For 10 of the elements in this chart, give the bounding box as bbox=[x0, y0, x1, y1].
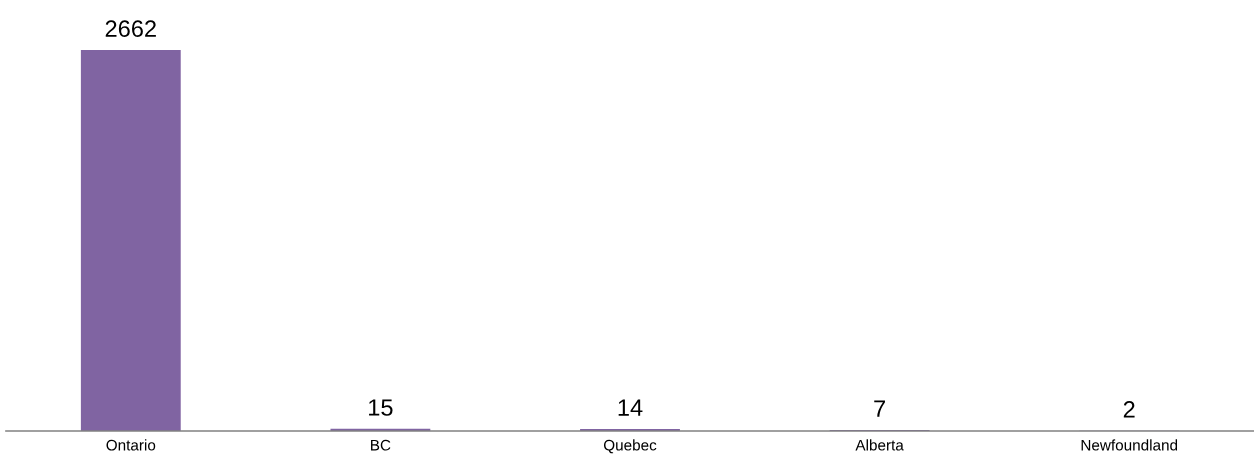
data-label: 2662 bbox=[105, 20, 156, 37]
x-tick-label: Newfoundland bbox=[1081, 439, 1178, 451]
x-tick-label: Alberta bbox=[855, 439, 904, 451]
x-tick-label: Quebec bbox=[603, 439, 657, 454]
data-label: 15 bbox=[369, 399, 393, 416]
x-tick-label: BC bbox=[371, 439, 391, 451]
x-tick-label: Ontario bbox=[106, 439, 156, 451]
data-label: 2 bbox=[1123, 400, 1135, 418]
data-label: 14 bbox=[618, 399, 643, 416]
data-label: 7 bbox=[874, 400, 885, 417]
